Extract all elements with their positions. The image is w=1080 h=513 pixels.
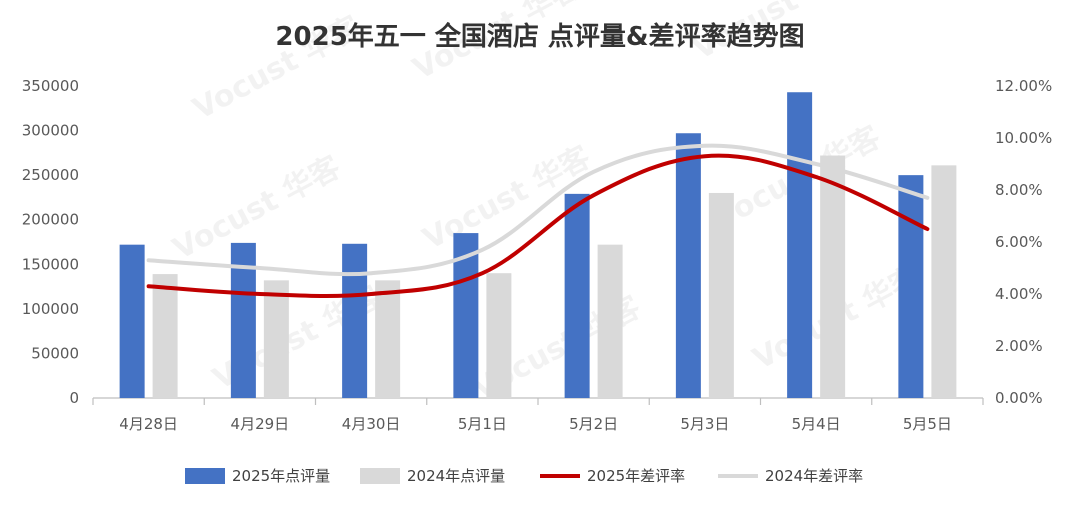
x-tick-label: 5月3日 (680, 415, 729, 433)
bar-2025-4[interactable] (564, 193, 590, 398)
watermark-text: Vocust 华客 (167, 150, 346, 267)
y-left-tick-label: 250000 (22, 166, 79, 184)
x-tick-label: 4月28日 (119, 415, 178, 433)
legend-label: 2024年点评量 (407, 467, 505, 485)
y-right-tick-label: 8.00% (995, 181, 1043, 199)
bar-2024-4[interactable] (597, 244, 623, 398)
bars (119, 92, 957, 399)
bar-2024-0[interactable] (152, 274, 178, 398)
x-tick-label: 5月5日 (903, 415, 952, 433)
x-tick-label: 5月4日 (792, 415, 841, 433)
y-left-tick-label: 0 (69, 389, 79, 407)
bar-2024-3[interactable] (486, 273, 512, 398)
line-2025-bad-rate[interactable] (146, 153, 930, 299)
x-tick-label: 4月29日 (231, 415, 290, 433)
y-left-tick-label: 350000 (22, 77, 79, 95)
bar-2025-2[interactable] (342, 243, 368, 398)
y-right-tick-label: 6.00% (995, 233, 1043, 251)
y-left-tick-label: 200000 (22, 211, 79, 229)
y-right-tick-label: 2.00% (995, 337, 1043, 355)
legend[interactable]: 2025年点评量 2024年点评量 2025年差评率 2024年差评率 (185, 467, 863, 485)
y-left-tick-label: 50000 (31, 344, 79, 362)
y-left-tick-label: 300000 (22, 122, 79, 140)
y-right-tick-label: 12.00% (995, 77, 1052, 95)
legend-item-1[interactable]: 2024年点评量 (360, 467, 505, 485)
legend-swatch (360, 468, 400, 484)
bar-2024-1[interactable] (263, 280, 289, 398)
y-left-tick-label: 100000 (22, 300, 79, 318)
axes: 4月28日 4月29日 4月30日 5月1日 5月2日 5月3日 5月4日 5月5日 0 5000… (22, 77, 1052, 433)
bar-2024-6[interactable] (820, 155, 846, 398)
y-left-tick-label: 150000 (22, 255, 79, 273)
legend-label: 2025年点评量 (232, 467, 330, 485)
x-tick-label: 5月1日 (458, 415, 507, 433)
bar-2025-5[interactable] (675, 133, 701, 398)
legend-item-2[interactable]: 2025年差评率 (540, 467, 685, 485)
lines (146, 143, 930, 299)
legend-label: 2025年差评率 (587, 467, 685, 485)
x-tick-label: 5月2日 (569, 415, 618, 433)
y-right-tick-label: 4.00% (995, 285, 1043, 303)
chart-title: 2025年五一 全国酒店 点评量&差评率趋势图 (275, 21, 804, 52)
bar-2025-0[interactable] (119, 244, 145, 398)
line-2024-bad-rate[interactable] (146, 143, 930, 277)
bar-2024-7[interactable] (931, 165, 957, 398)
legend-item-0[interactable]: 2025年点评量 (185, 467, 330, 485)
y-right-tick-label: 0.00% (995, 389, 1043, 407)
bar-2025-6[interactable] (787, 92, 813, 399)
bar-2024-2[interactable] (375, 280, 401, 398)
bar-2025-7[interactable] (898, 175, 924, 398)
legend-swatch (185, 468, 225, 484)
legend-label: 2024年差评率 (765, 467, 863, 485)
bar-2024-5[interactable] (708, 192, 734, 398)
y-right-tick-label: 10.00% (995, 129, 1052, 147)
x-tick-label: 4月30日 (342, 415, 401, 433)
legend-item-3[interactable]: 2024年差评率 (718, 467, 863, 485)
